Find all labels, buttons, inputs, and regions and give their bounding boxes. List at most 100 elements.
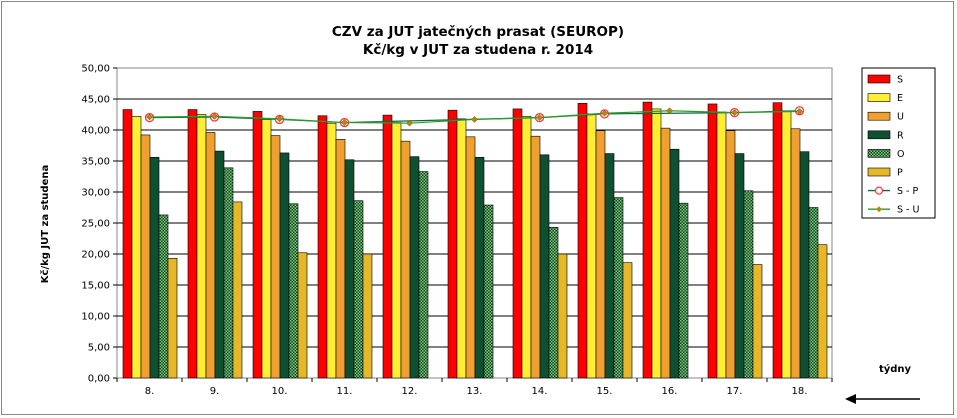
y-tick-label: 40,00 bbox=[81, 126, 110, 137]
x-axis-label: týdny bbox=[879, 363, 912, 375]
bar-o-13 bbox=[483, 204, 494, 379]
legend-swatch-e bbox=[867, 93, 891, 102]
bar-o-15 bbox=[613, 197, 624, 379]
bar-r-14 bbox=[539, 154, 550, 379]
marker-s-u bbox=[536, 114, 543, 121]
bar-p-11 bbox=[362, 253, 373, 379]
bar-e-15 bbox=[586, 113, 597, 379]
y-tick-label: 10,00 bbox=[81, 312, 110, 323]
bar-u-18 bbox=[790, 128, 801, 379]
y-tick-label: 45,00 bbox=[81, 95, 110, 106]
bar-s-18 bbox=[772, 102, 783, 379]
x-tick-labels: 8. 9. 10. 11. 12. 13. 14. 15. 16. 17. 18. bbox=[116, 378, 833, 397]
bar-p-10 bbox=[297, 252, 308, 379]
bar-o-9 bbox=[223, 167, 234, 379]
x-tick-label: 14. bbox=[532, 386, 548, 397]
y-tick-label: 30,00 bbox=[81, 188, 110, 199]
bar-r-15 bbox=[604, 153, 615, 379]
legend-swatch-o bbox=[867, 149, 891, 158]
legend-label-u: U bbox=[897, 112, 904, 123]
legend-swatch-r bbox=[867, 130, 891, 140]
bar-s-13 bbox=[447, 109, 458, 379]
bar-u-10 bbox=[270, 135, 281, 379]
marker-s-u bbox=[471, 116, 478, 123]
y-tick-label: 20,00 bbox=[81, 250, 110, 261]
legend-label-r: R bbox=[897, 130, 904, 141]
bar-e-11 bbox=[326, 122, 337, 379]
marker-s-u bbox=[601, 109, 608, 117]
marker-s-u bbox=[211, 113, 218, 120]
bar-o-11 bbox=[353, 200, 364, 379]
bar-s-11 bbox=[317, 115, 328, 379]
bar-u-16 bbox=[660, 127, 671, 379]
bar-u-8 bbox=[140, 134, 151, 379]
bar-s-15 bbox=[577, 103, 588, 379]
legend-label-e: E bbox=[897, 93, 903, 104]
bar-o-17 bbox=[743, 190, 754, 379]
legend-label-s-p: S - P bbox=[897, 186, 918, 197]
chart-title: CZV za JUT jatečných prasat (SEUROP) bbox=[332, 24, 624, 40]
x-tick-label: 12. bbox=[402, 386, 418, 397]
bar-u-11 bbox=[335, 139, 346, 379]
bar-o-14 bbox=[548, 227, 559, 379]
bar-s-16 bbox=[642, 101, 653, 379]
marker-s-u bbox=[666, 107, 673, 115]
x-tick-label: 15. bbox=[597, 386, 613, 397]
bar-r-17 bbox=[734, 153, 745, 379]
direction-arrow-icon bbox=[845, 394, 920, 404]
legend-marker-s-u bbox=[876, 206, 882, 213]
legend-marker-s-p bbox=[874, 186, 884, 195]
bar-s-8 bbox=[122, 109, 133, 379]
bar-r-10 bbox=[279, 152, 290, 379]
marker-s-u bbox=[406, 119, 413, 127]
x-tick-label: 11. bbox=[337, 386, 353, 397]
bar-s-10 bbox=[252, 111, 263, 379]
legend-swatch-p bbox=[867, 167, 891, 177]
bar-u-13 bbox=[465, 136, 476, 379]
marker-s-u bbox=[796, 108, 803, 115]
bar-p-14 bbox=[557, 253, 568, 379]
bar-r-16 bbox=[669, 148, 680, 379]
x-tick-label: 18. bbox=[792, 386, 808, 397]
line-series bbox=[144, 106, 805, 128]
bar-p-8 bbox=[167, 258, 178, 379]
bar-r-12 bbox=[409, 156, 420, 379]
legend-swatch-u bbox=[867, 111, 891, 121]
line-s-p bbox=[149, 110, 800, 124]
x-tick-label: 8. bbox=[145, 386, 155, 397]
bar-r-9 bbox=[214, 150, 225, 379]
bar-u-12 bbox=[400, 140, 411, 379]
y-tick-label: 0,00 bbox=[88, 374, 110, 385]
bar-o-12 bbox=[418, 171, 429, 379]
bar-u-9 bbox=[205, 132, 216, 379]
bar-e-12 bbox=[391, 122, 402, 379]
marker-s-u bbox=[276, 115, 283, 123]
y-axis-label: Kč/kg JUT za studena bbox=[39, 165, 51, 283]
bar-p-17 bbox=[752, 264, 763, 379]
y-tick-label: 5,00 bbox=[88, 343, 110, 354]
bar-e-9 bbox=[196, 114, 207, 379]
legend: SEUROP S - P S - U bbox=[861, 67, 936, 219]
bar-u-14 bbox=[530, 135, 541, 379]
legend-label-s: S bbox=[897, 75, 903, 86]
plot-area: 0,00 5,00 10,00 15,00 20,00 25,00 30,00 35,00 40… bbox=[81, 64, 833, 397]
bar-e-8 bbox=[131, 116, 142, 379]
bar-p-15 bbox=[622, 262, 633, 379]
marker-s-u bbox=[146, 113, 153, 121]
bar-r-11 bbox=[344, 159, 355, 379]
bar-e-14 bbox=[521, 116, 532, 379]
bar-e-10 bbox=[261, 119, 272, 379]
legend-label-o: O bbox=[897, 149, 904, 160]
x-tick-label: 17. bbox=[727, 386, 743, 397]
bar-o-8 bbox=[158, 214, 169, 379]
bar-s-17 bbox=[707, 103, 718, 379]
y-tick-label: 35,00 bbox=[81, 157, 110, 168]
bar-e-16 bbox=[651, 108, 662, 379]
bar-p-9 bbox=[232, 201, 243, 379]
bar-e-13 bbox=[456, 118, 467, 379]
x-tick-label: 13. bbox=[467, 386, 483, 397]
legend-label-p: P bbox=[897, 168, 903, 179]
bar-u-17 bbox=[725, 130, 736, 379]
bar-e-17 bbox=[716, 111, 727, 379]
